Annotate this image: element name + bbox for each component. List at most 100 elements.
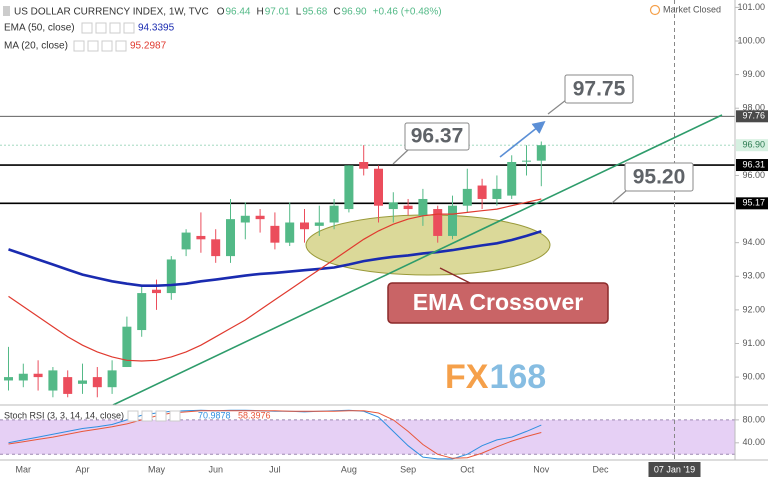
legend-value: 58.3976	[238, 410, 271, 420]
candle-body	[329, 205, 339, 223]
price-label: 95.17	[742, 198, 765, 208]
candle-body	[270, 225, 280, 243]
candle-body	[433, 209, 443, 236]
candle-body	[92, 377, 102, 388]
candle-body	[344, 165, 354, 210]
y-tick-label: 93.00	[742, 271, 765, 281]
candle-body	[166, 259, 176, 294]
price-label-box	[736, 159, 768, 172]
y-tick-label: 92.00	[742, 304, 765, 314]
candle-body	[388, 202, 398, 210]
x-tick-label: Sep	[400, 464, 416, 474]
candle-body	[137, 293, 147, 331]
candle-body	[314, 222, 324, 226]
price-label-box	[736, 139, 768, 152]
candle-body	[418, 198, 428, 216]
callout-text: 96.37	[411, 125, 464, 148]
oscillator-line	[8, 410, 542, 459]
candle-body	[522, 160, 531, 162]
y-tick-label: 90.00	[742, 371, 765, 381]
stoch-band	[0, 419, 735, 455]
watermark: FX	[445, 358, 489, 396]
trend-line	[112, 114, 723, 405]
readout-key: C	[333, 7, 340, 18]
y-tick-label: 98.00	[742, 103, 765, 113]
legend-icons	[73, 22, 181, 422]
legend-label: MA (20, close)	[4, 41, 68, 52]
legend-value: 94.3395	[138, 23, 175, 34]
y-tick-label: 91.00	[742, 338, 765, 348]
candle-body	[4, 377, 13, 381]
candle-body	[196, 235, 206, 240]
watermark: 168	[489, 358, 546, 396]
y-tick-label: 99.00	[742, 69, 765, 79]
candle-body	[448, 205, 457, 236]
price-label: 96.31	[742, 159, 765, 169]
x-tick-label: May	[148, 464, 166, 474]
callout-connector	[392, 149, 409, 165]
candle-body	[255, 215, 265, 220]
candle-body	[122, 326, 132, 368]
candle-body	[507, 162, 517, 196]
symbol-icon	[3, 6, 10, 16]
indicator-line	[8, 198, 542, 362]
candle-body	[107, 370, 117, 388]
price-label-box	[736, 197, 768, 210]
candle-body	[477, 185, 487, 199]
candle-body	[211, 239, 221, 257]
oscillator-line	[8, 409, 542, 460]
callout-box	[404, 122, 470, 151]
indicator-line	[8, 229, 542, 287]
market-status: Market Closed	[663, 4, 721, 14]
y-tick-label: 100.00	[737, 35, 765, 45]
candle-body	[403, 205, 413, 210]
x-tick-label: Dec	[592, 464, 609, 474]
readout-value: 97.01	[265, 7, 290, 18]
y-tick-label: 40.00	[742, 437, 765, 447]
marks-layer	[4, 141, 546, 460]
candle-body	[48, 370, 58, 391]
x-tick-label: Mar	[16, 464, 32, 474]
x-tick-label: 07 Jan '19	[654, 464, 695, 474]
candle-body	[152, 289, 161, 294]
candle-body	[18, 373, 28, 381]
candle-body	[226, 219, 235, 257]
candle-body	[359, 162, 369, 169]
candle-body	[33, 373, 43, 378]
price-label: 97.76	[742, 111, 765, 121]
candle-body	[300, 222, 309, 230]
callout-connector	[439, 267, 473, 285]
y-tick-label: 101.00	[737, 2, 765, 12]
x-tick-label: Nov	[533, 464, 550, 474]
readout-value: 95.68	[302, 7, 327, 18]
y-tick-label: 80.00	[742, 414, 765, 424]
status-icon	[649, 4, 661, 16]
arrow	[499, 121, 546, 158]
readout-key: H	[257, 7, 264, 18]
legend-value: 95.2987	[130, 41, 167, 52]
candle-body	[63, 377, 73, 394]
legend-label: Stoch RSI (3, 3, 14, 14, close)	[4, 410, 124, 420]
candle-body	[492, 188, 502, 199]
price-label: 96.90	[742, 140, 765, 150]
callout-text: EMA Crossover	[413, 289, 583, 315]
readout-value: 96.44	[225, 7, 250, 18]
candle-body	[240, 215, 250, 223]
cursor-label-box	[648, 462, 701, 477]
candle-body	[462, 188, 472, 206]
price-label-box	[736, 110, 768, 123]
x-tick-label: Apr	[75, 464, 89, 474]
x-tick-label: Jun	[208, 464, 223, 474]
callout-connector	[611, 189, 628, 204]
callout-box	[564, 74, 634, 104]
x-tick-label: Jul	[269, 464, 281, 474]
y-tick-label: 94.00	[742, 237, 765, 247]
readout-change: +0.46 (+0.48%)	[373, 7, 442, 18]
readout-key: O	[217, 7, 225, 18]
candle-body	[285, 222, 295, 243]
readout-key: L	[296, 7, 302, 18]
callout-text: 95.20	[633, 166, 686, 189]
y-tick-label: 96.00	[742, 170, 765, 180]
candle-body	[536, 145, 546, 161]
